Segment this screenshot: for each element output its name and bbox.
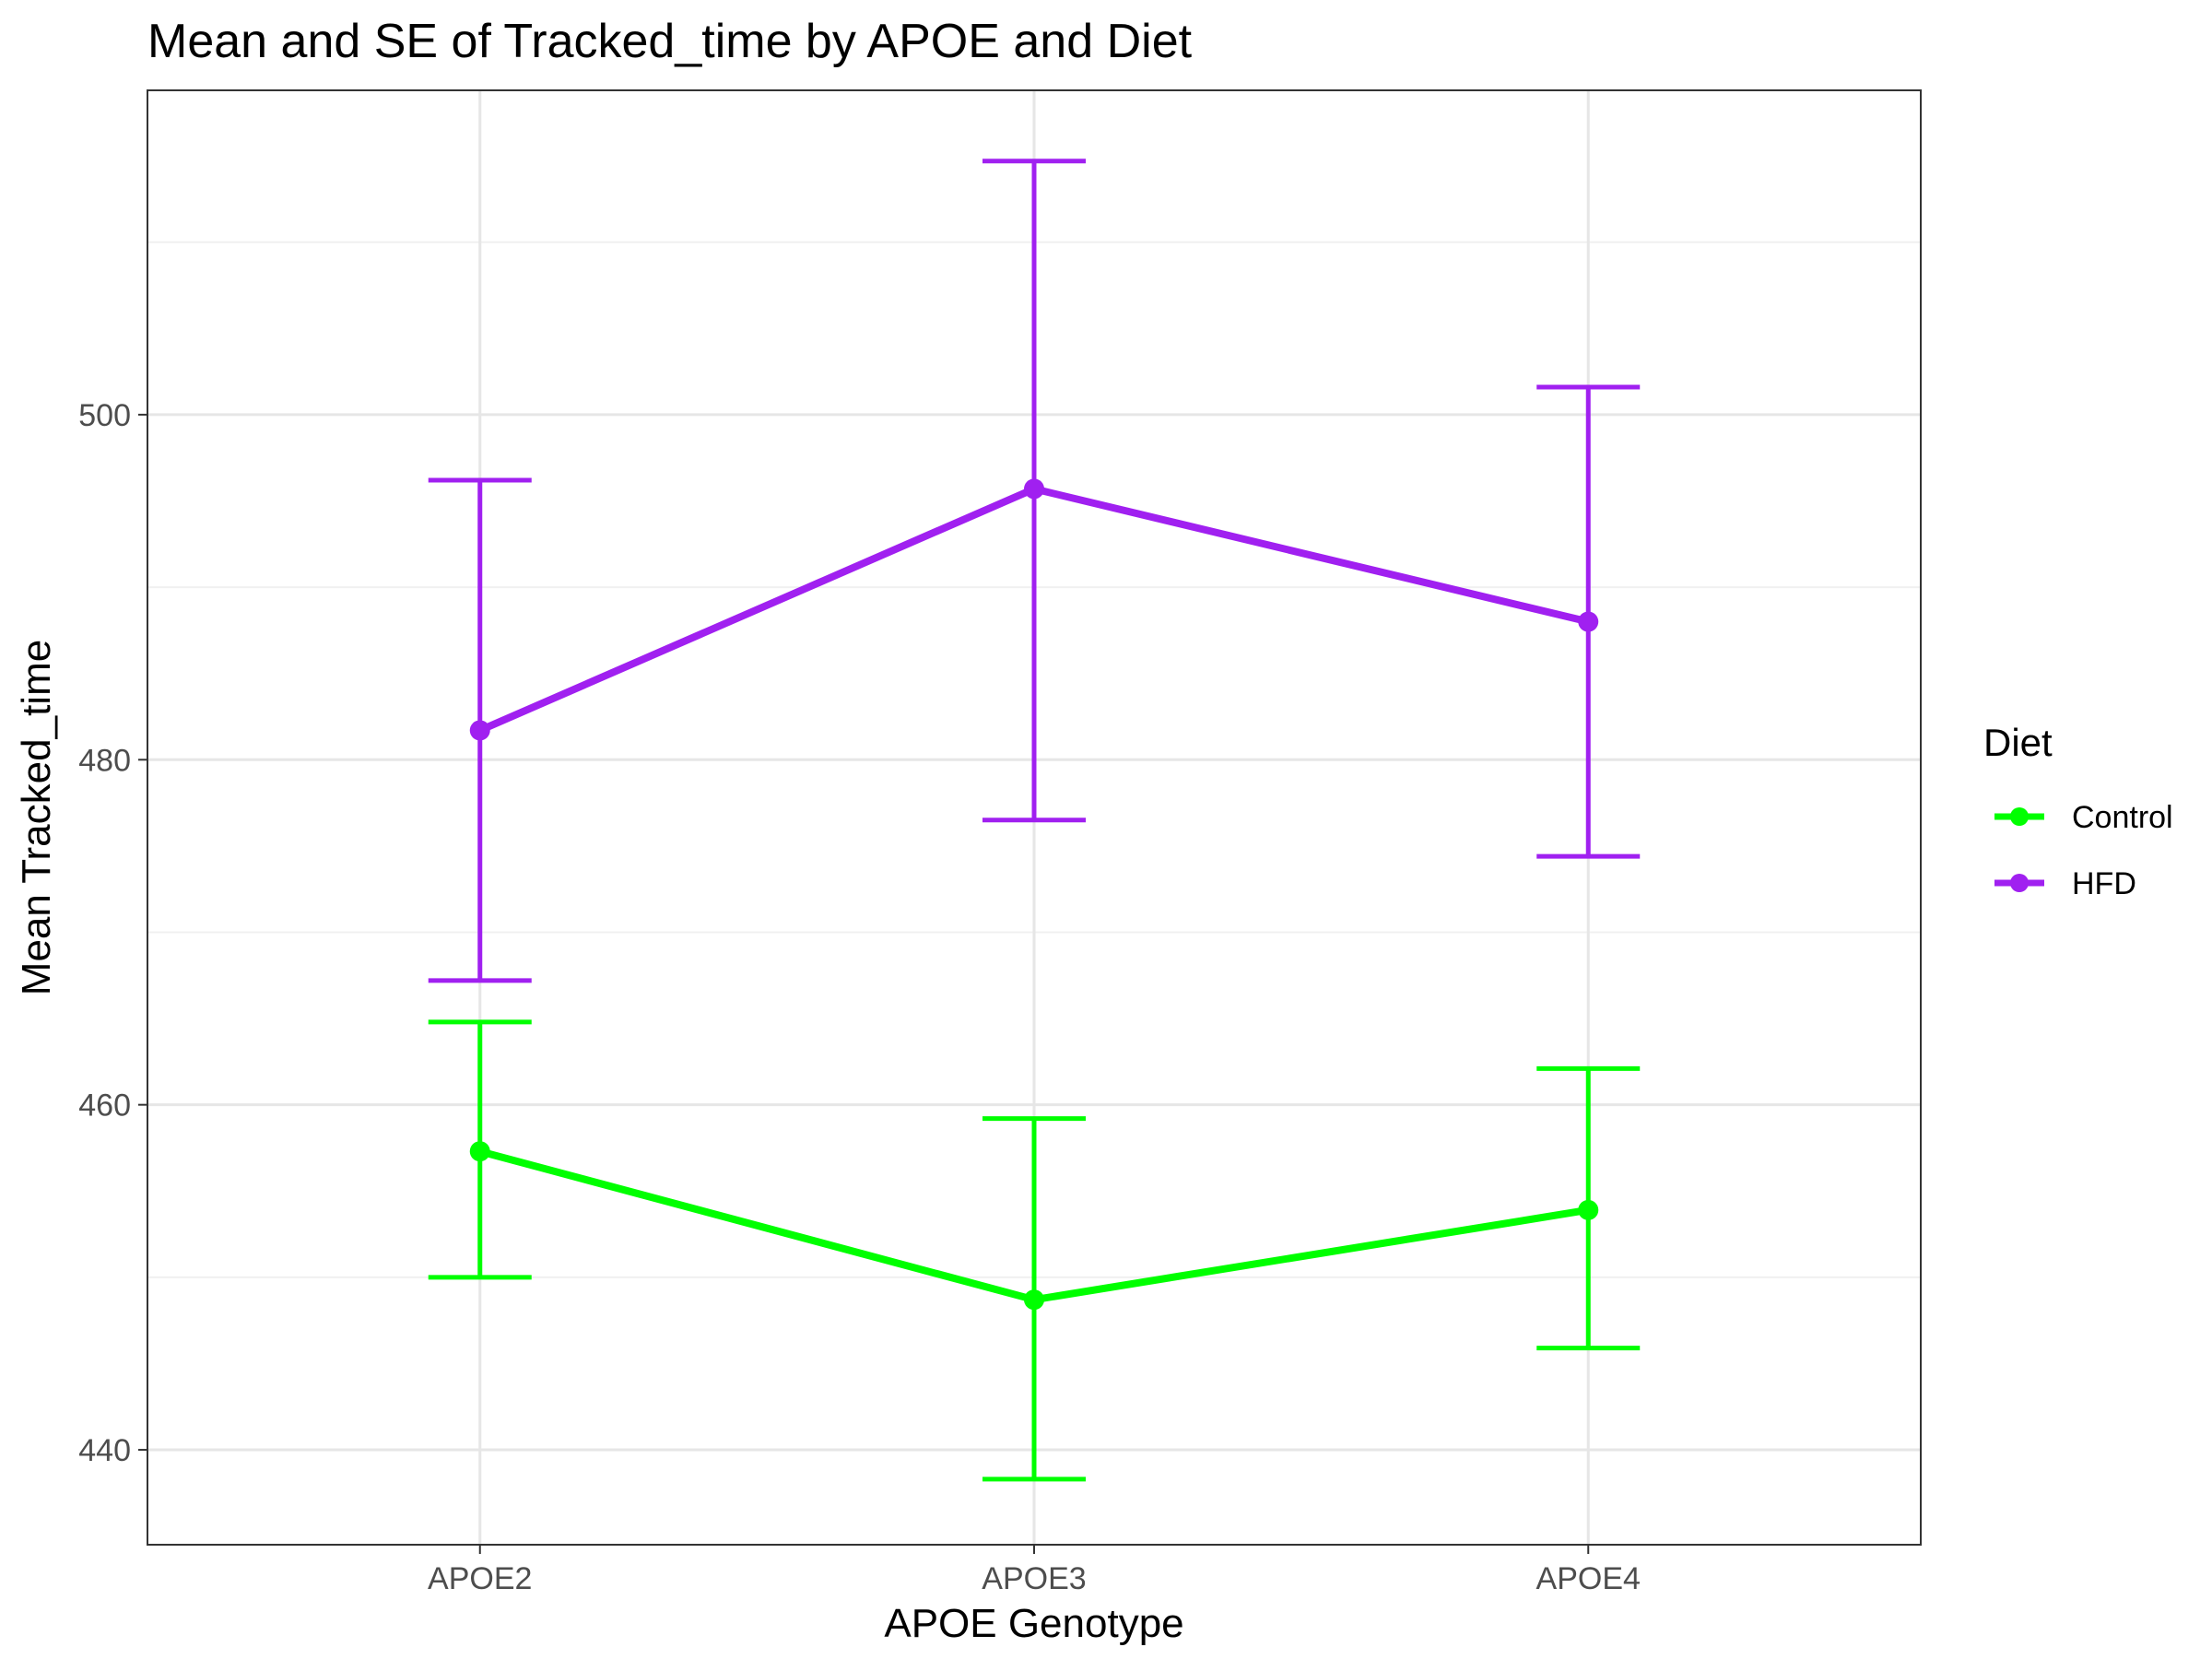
legend-item-hfd: HFD: [1994, 866, 2136, 901]
x-axis-title: APOE Genotype: [884, 1601, 1183, 1646]
data-point: [469, 1141, 490, 1162]
legend-label: Control: [2072, 800, 2173, 835]
legend-key-point: [2010, 807, 2029, 826]
data-point: [1024, 1289, 1044, 1311]
x-tick-label: APOE4: [1536, 1561, 1641, 1596]
data-point: [1578, 611, 1599, 632]
x-tick-label: APOE2: [428, 1561, 532, 1596]
legend-title: Diet: [1983, 721, 2053, 764]
y-tick-label: 500: [78, 398, 131, 433]
legend-label: HFD: [2072, 866, 2136, 901]
legend: Diet Control HFD: [1983, 721, 2173, 901]
axes: 440 460 480 500 APOE2 APOE3 APOE4: [78, 398, 1641, 1596]
data-point: [469, 720, 490, 741]
y-axis-title: Mean Tracked_time: [14, 640, 59, 995]
y-tick-label: 480: [78, 743, 131, 778]
y-tick-label: 440: [78, 1433, 131, 1468]
data-point: [1578, 1199, 1599, 1220]
x-tick-label: APOE3: [982, 1561, 1086, 1596]
y-tick-label: 460: [78, 1088, 131, 1124]
data-point: [1024, 478, 1044, 500]
series-layer: [428, 159, 1641, 1482]
series-control: [428, 1019, 1641, 1482]
chart-title: Mean and SE of Tracked_time by APOE and …: [147, 15, 1193, 68]
legend-key-point: [2010, 874, 2029, 892]
series-hfd: [428, 159, 1641, 983]
legend-item-control: Control: [1994, 800, 2173, 835]
